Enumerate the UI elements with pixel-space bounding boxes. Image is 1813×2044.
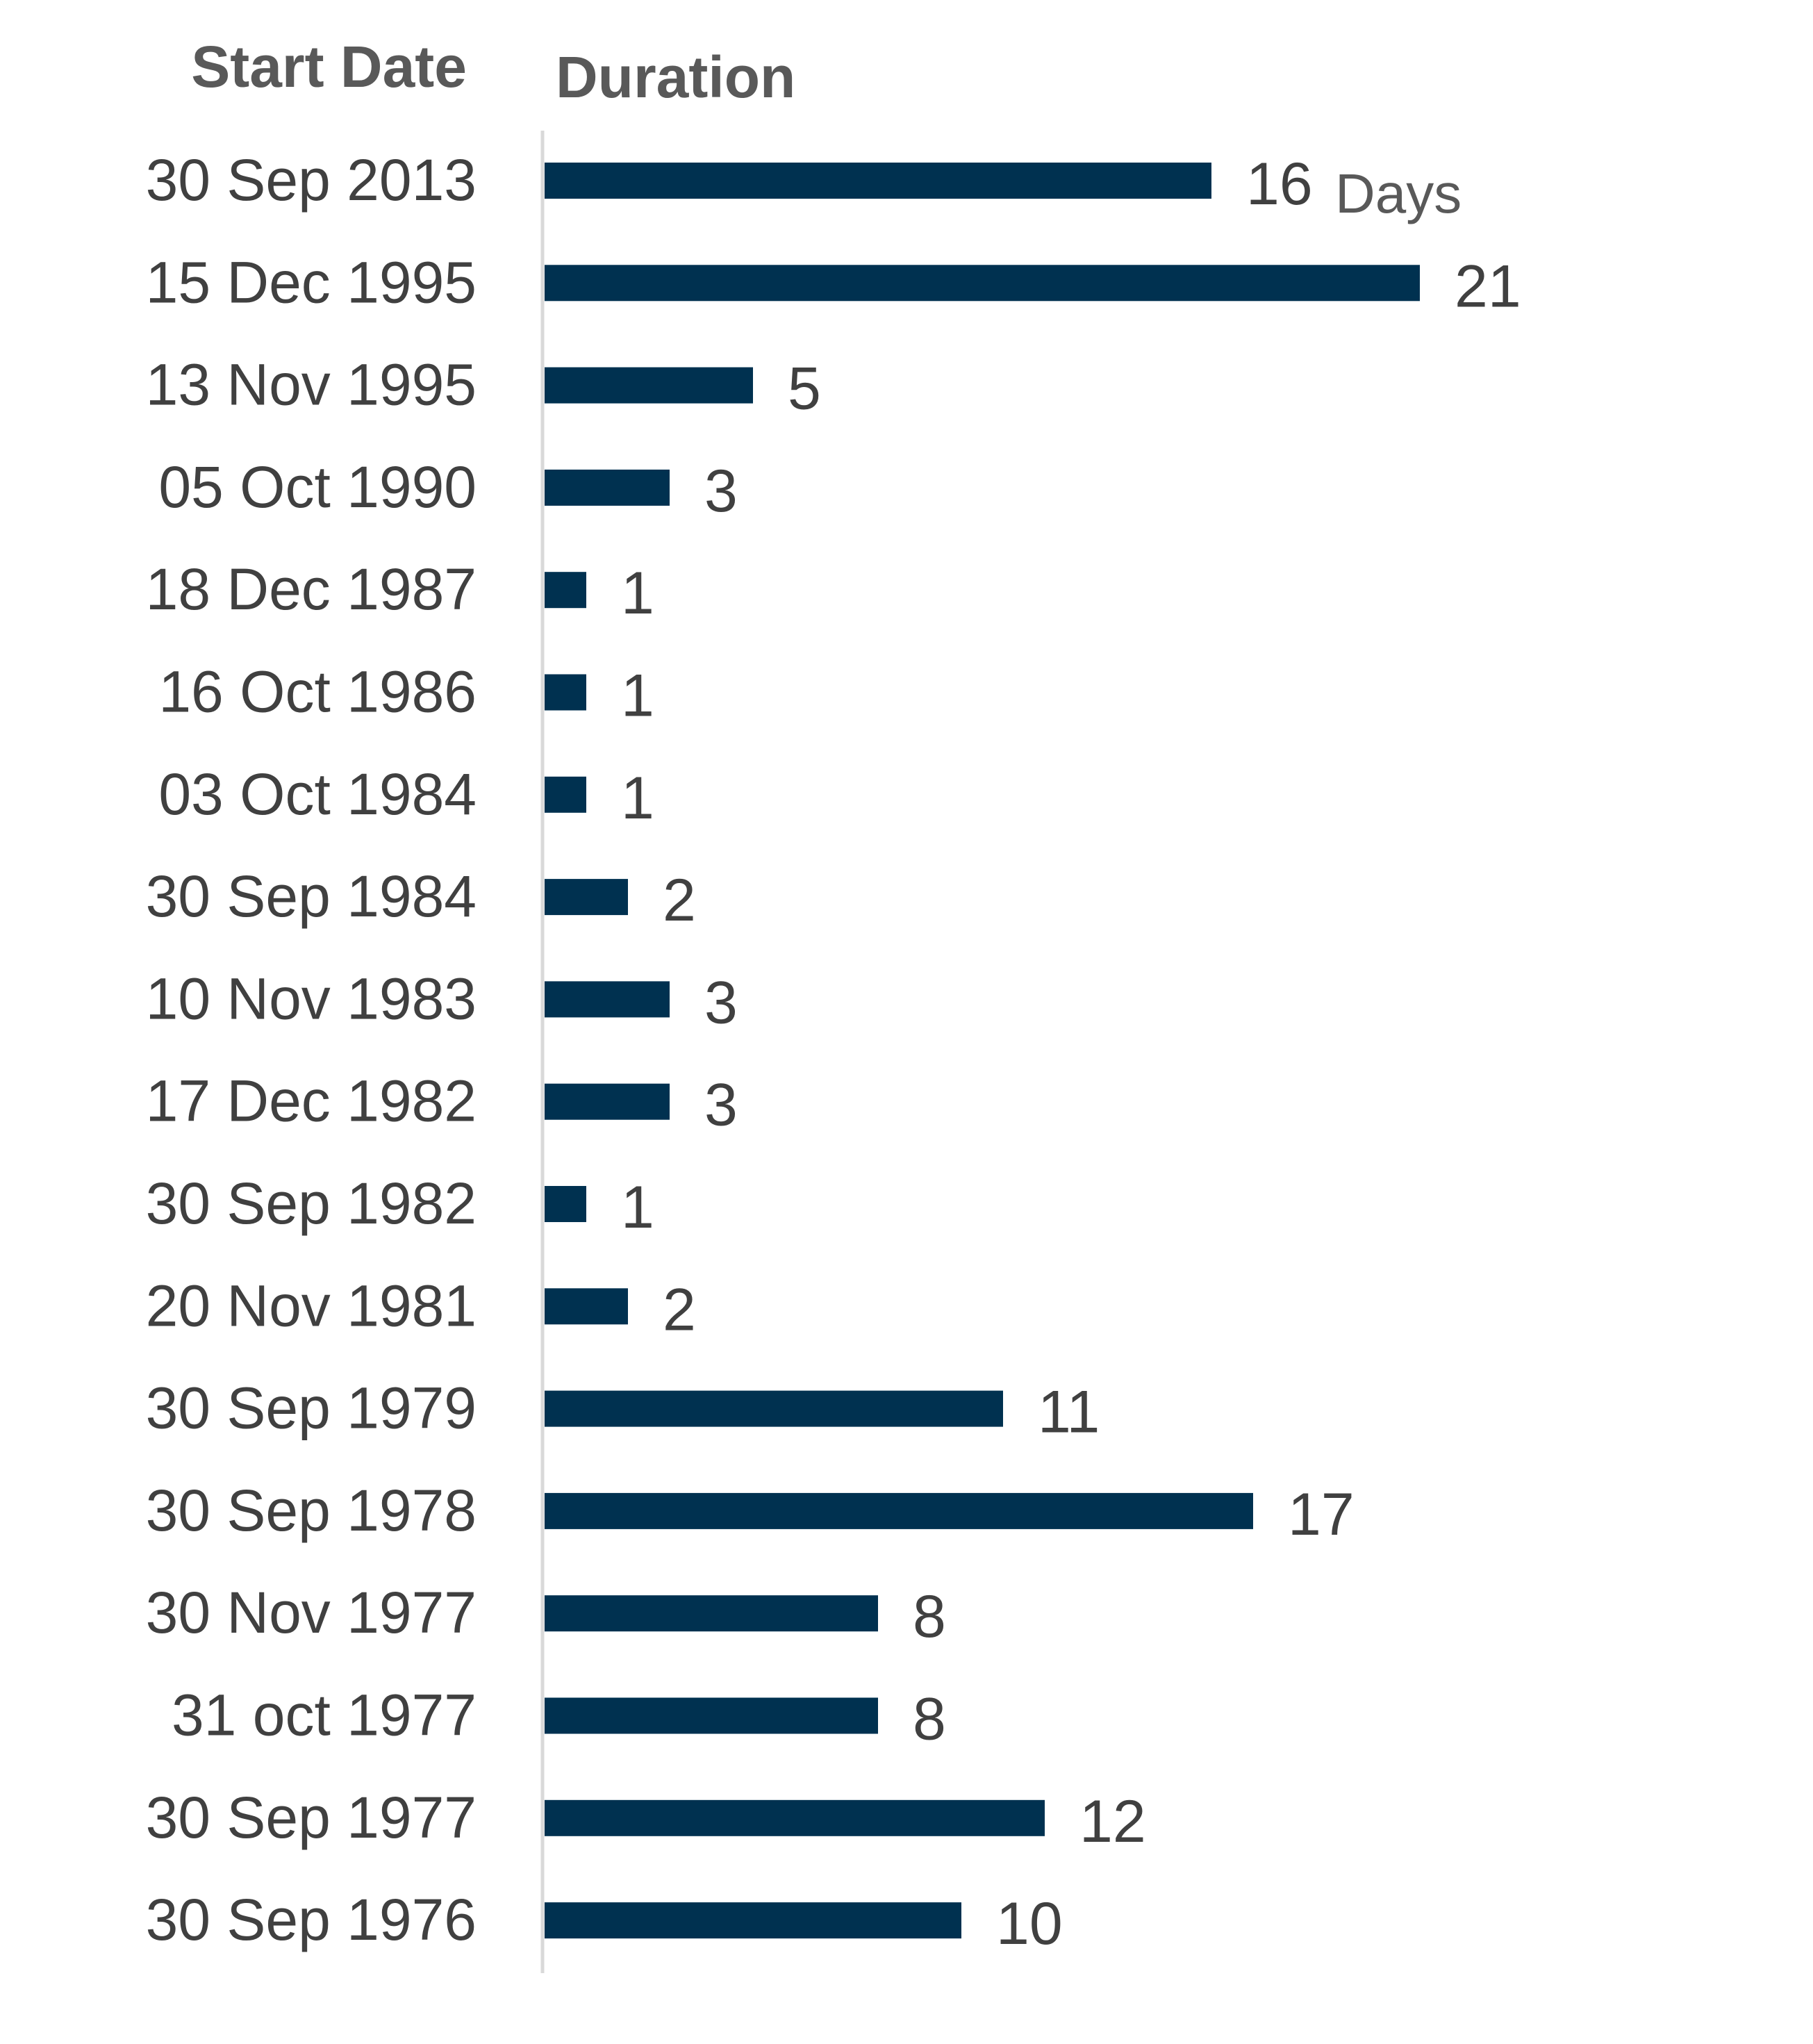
category-label: 30 Sep 1982: [146, 1171, 477, 1236]
bar: [545, 367, 753, 404]
data-label: 3: [704, 458, 738, 525]
data-label: 5: [788, 356, 821, 422]
bar: [545, 674, 586, 711]
bar: [545, 1697, 878, 1734]
category-label: 31 oct 1977: [172, 1683, 477, 1748]
data-label: 16: [1246, 151, 1313, 217]
data-label: 2: [663, 867, 696, 934]
unit-label: Days: [1335, 163, 1462, 224]
bar: [545, 776, 586, 813]
bar: [545, 981, 670, 1018]
category-header: Start Date: [191, 34, 467, 99]
category-label: 30 Sep 2013: [146, 147, 477, 213]
category-label: 15 Dec 1995: [146, 249, 477, 315]
category-label: 13 Nov 1995: [146, 352, 477, 418]
bar: [545, 1595, 878, 1632]
data-label: 1: [621, 1174, 654, 1241]
bar: [545, 1288, 628, 1325]
bar: [545, 163, 1211, 199]
bar: [545, 1799, 1045, 1836]
data-label: 8: [913, 1583, 946, 1650]
data-label: 1: [621, 560, 654, 627]
bar: [545, 1902, 961, 1939]
bar: [545, 572, 586, 609]
category-label: 10 Nov 1983: [146, 966, 477, 1031]
bar: [545, 1186, 586, 1222]
category-label: 16 Oct 1986: [158, 659, 477, 725]
value-header: Duration: [556, 44, 795, 110]
bar: [545, 879, 628, 916]
data-label: 12: [1079, 1788, 1146, 1855]
data-label: 8: [913, 1686, 946, 1753]
data-label: 3: [704, 1072, 738, 1139]
data-label: 17: [1288, 1481, 1355, 1548]
bar: [545, 265, 1420, 302]
category-label: 05 Oct 1990: [158, 454, 477, 520]
category-label: 30 Nov 1977: [146, 1580, 477, 1645]
category-label: 03 Oct 1984: [158, 761, 477, 827]
data-label: 11: [1038, 1379, 1100, 1446]
bar: [545, 1492, 1253, 1529]
bar: [545, 1083, 670, 1120]
category-label: 30 Sep 1984: [146, 864, 477, 929]
category-label: 30 Sep 1977: [146, 1785, 477, 1850]
category-label: 18 Dec 1987: [146, 557, 477, 622]
category-label: 30 Sep 1976: [146, 1887, 477, 1952]
category-label: 20 Nov 1981: [146, 1273, 477, 1338]
category-label: 30 Sep 1979: [146, 1376, 477, 1441]
bar: [545, 1390, 1003, 1427]
data-label: 21: [1455, 253, 1521, 320]
category-label: 30 Sep 1978: [146, 1478, 477, 1543]
data-label: 3: [704, 969, 738, 1036]
category-label: 17 Dec 1982: [146, 1069, 477, 1134]
data-label: 10: [996, 1890, 1063, 1957]
data-label: 2: [663, 1276, 696, 1343]
data-label: 1: [621, 663, 654, 730]
data-label: 1: [621, 765, 654, 832]
bar: [545, 469, 670, 506]
